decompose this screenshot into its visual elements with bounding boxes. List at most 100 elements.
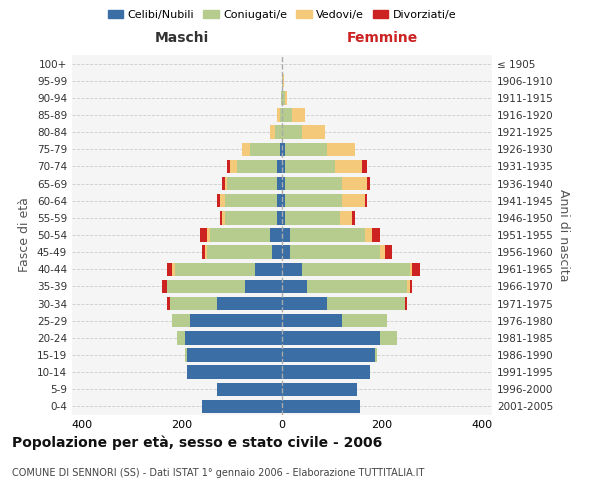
- Bar: [277, 194, 282, 207]
- Bar: [352, 211, 355, 224]
- Bar: [187, 348, 282, 362]
- Bar: [409, 262, 412, 276]
- Bar: [177, 331, 185, 344]
- Bar: [340, 211, 352, 224]
- Bar: [282, 331, 380, 344]
- Bar: [207, 246, 272, 259]
- Bar: [277, 211, 282, 224]
- Bar: [220, 211, 222, 224]
- Bar: [167, 280, 245, 293]
- Bar: [242, 142, 250, 156]
- Bar: [222, 211, 224, 224]
- Bar: [282, 348, 374, 362]
- Bar: [284, 211, 340, 224]
- Bar: [282, 211, 284, 224]
- Bar: [227, 160, 229, 173]
- Bar: [292, 108, 305, 122]
- Bar: [284, 91, 287, 104]
- Text: Femmine: Femmine: [346, 30, 418, 44]
- Bar: [327, 142, 355, 156]
- Bar: [372, 228, 380, 241]
- Bar: [220, 194, 224, 207]
- Bar: [282, 297, 327, 310]
- Bar: [380, 331, 397, 344]
- Y-axis label: Fasce di età: Fasce di età: [19, 198, 31, 272]
- Bar: [342, 194, 365, 207]
- Bar: [237, 160, 277, 173]
- Bar: [362, 160, 367, 173]
- Text: Maschi: Maschi: [155, 30, 209, 44]
- Bar: [282, 314, 342, 328]
- Bar: [217, 194, 220, 207]
- Bar: [190, 314, 282, 328]
- Bar: [245, 280, 282, 293]
- Bar: [385, 246, 392, 259]
- Bar: [302, 126, 325, 139]
- Bar: [282, 177, 284, 190]
- Bar: [280, 108, 282, 122]
- Bar: [282, 246, 290, 259]
- Bar: [202, 400, 282, 413]
- Bar: [280, 142, 282, 156]
- Bar: [404, 297, 407, 310]
- Bar: [409, 280, 412, 293]
- Bar: [162, 280, 167, 293]
- Bar: [284, 160, 335, 173]
- Bar: [284, 177, 342, 190]
- Bar: [342, 314, 387, 328]
- Bar: [269, 228, 282, 241]
- Bar: [374, 348, 377, 362]
- Bar: [365, 228, 372, 241]
- Bar: [217, 297, 282, 310]
- Bar: [282, 160, 284, 173]
- Bar: [283, 74, 284, 88]
- Bar: [307, 280, 407, 293]
- Bar: [185, 348, 187, 362]
- Bar: [290, 246, 380, 259]
- Bar: [170, 297, 217, 310]
- Bar: [222, 177, 224, 190]
- Bar: [205, 246, 207, 259]
- Bar: [282, 366, 370, 379]
- Bar: [272, 246, 282, 259]
- Bar: [277, 177, 282, 190]
- Bar: [167, 297, 170, 310]
- Bar: [282, 126, 302, 139]
- Bar: [277, 108, 280, 122]
- Bar: [365, 194, 367, 207]
- Bar: [209, 228, 269, 241]
- Bar: [224, 194, 277, 207]
- Text: Popolazione per età, sesso e stato civile - 2006: Popolazione per età, sesso e stato civil…: [12, 435, 382, 450]
- Bar: [282, 74, 283, 88]
- Bar: [172, 314, 190, 328]
- Bar: [282, 91, 284, 104]
- Bar: [284, 142, 327, 156]
- Bar: [227, 177, 277, 190]
- Bar: [342, 177, 367, 190]
- Bar: [250, 142, 280, 156]
- Bar: [412, 262, 419, 276]
- Bar: [281, 91, 282, 104]
- Bar: [275, 126, 282, 139]
- Bar: [407, 280, 409, 293]
- Bar: [367, 177, 370, 190]
- Bar: [282, 262, 302, 276]
- Bar: [282, 194, 284, 207]
- Bar: [277, 160, 282, 173]
- Bar: [202, 246, 205, 259]
- Bar: [224, 177, 227, 190]
- Bar: [229, 160, 237, 173]
- Bar: [175, 262, 254, 276]
- Bar: [185, 331, 282, 344]
- Text: COMUNE DI SENNORI (SS) - Dati ISTAT 1° gennaio 2006 - Elaborazione TUTTITALIA.IT: COMUNE DI SENNORI (SS) - Dati ISTAT 1° g…: [12, 468, 424, 477]
- Bar: [282, 108, 292, 122]
- Bar: [290, 228, 365, 241]
- Bar: [282, 228, 290, 241]
- Bar: [302, 262, 409, 276]
- Bar: [207, 228, 209, 241]
- Bar: [167, 262, 172, 276]
- Bar: [172, 262, 175, 276]
- Bar: [282, 142, 284, 156]
- Bar: [284, 194, 342, 207]
- Bar: [199, 228, 207, 241]
